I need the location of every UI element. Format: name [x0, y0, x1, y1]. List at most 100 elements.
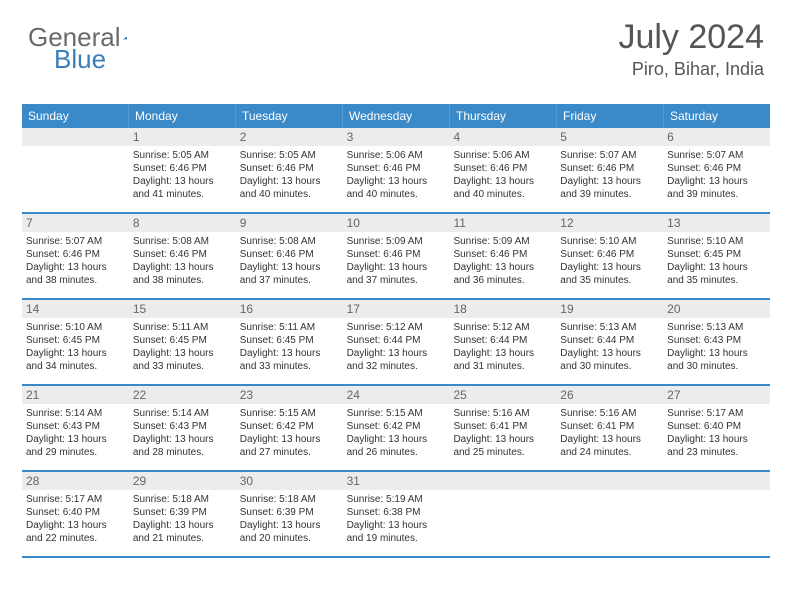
sunset-text: Sunset: 6:41 PM [560, 420, 659, 433]
sunset-text: Sunset: 6:46 PM [560, 162, 659, 175]
sunset-text: Sunset: 6:46 PM [133, 162, 232, 175]
day-cell: 16Sunrise: 5:11 AMSunset: 6:45 PMDayligh… [236, 300, 343, 384]
day-number: 16 [236, 300, 343, 318]
day-number: 23 [236, 386, 343, 404]
day-cell: 9Sunrise: 5:08 AMSunset: 6:46 PMDaylight… [236, 214, 343, 298]
day-cell: 3Sunrise: 5:06 AMSunset: 6:46 PMDaylight… [343, 128, 450, 212]
sunrise-text: Sunrise: 5:15 AM [347, 407, 446, 420]
day-body: Sunrise: 5:11 AMSunset: 6:45 PMDaylight:… [236, 318, 343, 379]
sunrise-text: Sunrise: 5:11 AM [133, 321, 232, 334]
sunrise-text: Sunrise: 5:16 AM [453, 407, 552, 420]
sunrise-text: Sunrise: 5:16 AM [560, 407, 659, 420]
day-body: Sunrise: 5:07 AMSunset: 6:46 PMDaylight:… [663, 146, 770, 207]
sunset-text: Sunset: 6:44 PM [347, 334, 446, 347]
day-number [449, 472, 556, 490]
day-body: Sunrise: 5:11 AMSunset: 6:45 PMDaylight:… [129, 318, 236, 379]
day-cell: 8Sunrise: 5:08 AMSunset: 6:46 PMDaylight… [129, 214, 236, 298]
day-cell [663, 472, 770, 556]
day-number: 1 [129, 128, 236, 146]
day-number: 5 [556, 128, 663, 146]
sunset-text: Sunset: 6:44 PM [560, 334, 659, 347]
day-body: Sunrise: 5:05 AMSunset: 6:46 PMDaylight:… [236, 146, 343, 207]
day-body: Sunrise: 5:10 AMSunset: 6:46 PMDaylight:… [556, 232, 663, 293]
sunrise-text: Sunrise: 5:07 AM [560, 149, 659, 162]
day-cell: 14Sunrise: 5:10 AMSunset: 6:45 PMDayligh… [22, 300, 129, 384]
day-number: 6 [663, 128, 770, 146]
day-body: Sunrise: 5:08 AMSunset: 6:46 PMDaylight:… [236, 232, 343, 293]
day-number: 21 [22, 386, 129, 404]
sunrise-text: Sunrise: 5:18 AM [133, 493, 232, 506]
sunrise-text: Sunrise: 5:14 AM [133, 407, 232, 420]
daylight-text: Daylight: 13 hours and 39 minutes. [560, 175, 659, 201]
day-body: Sunrise: 5:14 AMSunset: 6:43 PMDaylight:… [129, 404, 236, 465]
sunrise-text: Sunrise: 5:10 AM [667, 235, 766, 248]
week-row: 14Sunrise: 5:10 AMSunset: 6:45 PMDayligh… [22, 300, 770, 386]
weekday-header: Sunday [22, 104, 129, 128]
day-body: Sunrise: 5:18 AMSunset: 6:39 PMDaylight:… [236, 490, 343, 551]
daylight-text: Daylight: 13 hours and 33 minutes. [240, 347, 339, 373]
day-cell: 30Sunrise: 5:18 AMSunset: 6:39 PMDayligh… [236, 472, 343, 556]
day-cell: 11Sunrise: 5:09 AMSunset: 6:46 PMDayligh… [449, 214, 556, 298]
day-body: Sunrise: 5:16 AMSunset: 6:41 PMDaylight:… [556, 404, 663, 465]
day-cell: 6Sunrise: 5:07 AMSunset: 6:46 PMDaylight… [663, 128, 770, 212]
daylight-text: Daylight: 13 hours and 37 minutes. [240, 261, 339, 287]
daylight-text: Daylight: 13 hours and 25 minutes. [453, 433, 552, 459]
day-cell: 24Sunrise: 5:15 AMSunset: 6:42 PMDayligh… [343, 386, 450, 470]
weekday-header: Tuesday [236, 104, 343, 128]
day-cell: 17 Sunrise: 5:12 AMSunset: 6:44 PMDayligh… [343, 300, 450, 384]
sunrise-text: Sunrise: 5:11 AM [240, 321, 339, 334]
sunrise-text: Sunrise: 5:10 AM [26, 321, 125, 334]
day-number: 12 [556, 214, 663, 232]
day-body: Sunrise: 5:15 AMSunset: 6:42 PMDaylight:… [236, 404, 343, 465]
day-number: 17 [343, 300, 450, 318]
daylight-text: Daylight: 13 hours and 22 minutes. [26, 519, 125, 545]
sunset-text: Sunset: 6:43 PM [26, 420, 125, 433]
calendar-grid: SundayMondayTuesdayWednesdayThursdayFrid… [22, 104, 770, 558]
daylight-text: Daylight: 13 hours and 30 minutes. [667, 347, 766, 373]
day-cell: 2Sunrise: 5:05 AMSunset: 6:46 PMDaylight… [236, 128, 343, 212]
day-body: Sunrise: 5:09 AMSunset: 6:46 PMDaylight:… [343, 232, 450, 293]
day-number: 15 [129, 300, 236, 318]
day-number: 14 [22, 300, 129, 318]
daylight-text: Daylight: 13 hours and 38 minutes. [26, 261, 125, 287]
daylight-text: Daylight: 13 hours and 41 minutes. [133, 175, 232, 201]
daylight-text: Daylight: 13 hours and 40 minutes. [240, 175, 339, 201]
weekday-header-row: SundayMondayTuesdayWednesdayThursdayFrid… [22, 104, 770, 128]
daylight-text: Daylight: 13 hours and 20 minutes. [240, 519, 339, 545]
sunrise-text: Sunrise: 5:17 AM [667, 407, 766, 420]
day-cell: 18Sunrise: 5:12 AMSunset: 6:44 PMDayligh… [449, 300, 556, 384]
daylight-text: Daylight: 13 hours and 35 minutes. [560, 261, 659, 287]
sunrise-text: Sunrise: 5:12 AM [347, 321, 446, 334]
sunset-text: Sunset: 6:38 PM [347, 506, 446, 519]
day-number: 18 [449, 300, 556, 318]
day-body: Sunrise: 5:19 AMSunset: 6:38 PMDaylight:… [343, 490, 450, 551]
sunrise-text: Sunrise: 5:14 AM [26, 407, 125, 420]
sunrise-text: Sunrise: 5:08 AM [133, 235, 232, 248]
day-number: 4 [449, 128, 556, 146]
week-row: 21Sunrise: 5:14 AMSunset: 6:43 PMDayligh… [22, 386, 770, 472]
day-cell: 31Sunrise: 5:19 AMSunset: 6:38 PMDayligh… [343, 472, 450, 556]
daylight-text: Daylight: 13 hours and 40 minutes. [453, 175, 552, 201]
sunrise-text: Sunrise: 5:13 AM [560, 321, 659, 334]
weekday-header: Saturday [664, 104, 770, 128]
day-cell: 27Sunrise: 5:17 AMSunset: 6:40 PMDayligh… [663, 386, 770, 470]
sunset-text: Sunset: 6:43 PM [133, 420, 232, 433]
logo-triangle-icon [123, 28, 127, 48]
day-body: Sunrise: 5:13 AMSunset: 6:44 PMDaylight:… [556, 318, 663, 379]
sunset-text: Sunset: 6:46 PM [347, 248, 446, 261]
sunset-text: Sunset: 6:45 PM [133, 334, 232, 347]
day-cell [556, 472, 663, 556]
sunrise-text: Sunrise: 5:18 AM [240, 493, 339, 506]
day-body: Sunrise: 5:06 AMSunset: 6:46 PMDaylight:… [343, 146, 450, 207]
title-block: July 2024 Piro, Bihar, India [618, 18, 764, 80]
day-body [663, 490, 770, 499]
daylight-text: Daylight: 13 hours and 32 minutes. [347, 347, 446, 373]
day-body: Sunrise: 5:05 AMSunset: 6:46 PMDaylight:… [129, 146, 236, 207]
weekday-header: Friday [557, 104, 664, 128]
day-cell: 20Sunrise: 5:13 AMSunset: 6:43 PMDayligh… [663, 300, 770, 384]
sunset-text: Sunset: 6:45 PM [240, 334, 339, 347]
week-row: 1Sunrise: 5:05 AMSunset: 6:46 PMDaylight… [22, 128, 770, 214]
sunset-text: Sunset: 6:45 PM [26, 334, 125, 347]
day-number [663, 472, 770, 490]
sunset-text: Sunset: 6:46 PM [560, 248, 659, 261]
